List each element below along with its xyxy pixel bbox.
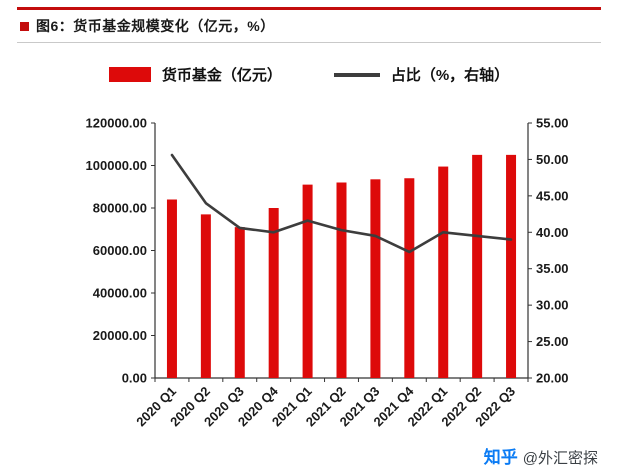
left-axis-label: 120000.00 <box>86 116 147 131</box>
bar <box>506 154 517 378</box>
chart-canvas: 120000.00 100000.00 80000.00 60000.00 40000.… <box>86 116 569 430</box>
bar <box>200 214 211 378</box>
left-axis-label: 100000.00 <box>86 158 147 173</box>
left-axis-label: 40000.00 <box>93 286 147 301</box>
bar <box>166 199 177 378</box>
header-divider <box>17 42 601 43</box>
bar <box>336 182 347 378</box>
right-axis-label: 55.00 <box>536 116 569 131</box>
figure-header: 图6：货币基金规模变化（亿元，%） <box>20 16 275 36</box>
bar <box>268 208 279 378</box>
right-axis-label: 20.00 <box>536 371 569 386</box>
zhihu-logo: 知乎 <box>483 448 518 467</box>
right-axis-label: 40.00 <box>536 225 569 240</box>
legend-bar-label: 货币基金（亿元） <box>161 67 282 84</box>
legend-item-line: 占比（%，右轴） <box>333 64 510 85</box>
title-bullet-icon <box>20 21 29 31</box>
bar <box>302 184 313 378</box>
bar <box>234 227 245 378</box>
left-axis-label: 20000.00 <box>93 328 147 343</box>
watermark-user: @外汇密探 <box>522 450 598 467</box>
chart-title: 图6：货币基金规模变化（亿元，%） <box>36 18 275 34</box>
legend-line-label: 占比（%，右轴） <box>390 67 510 84</box>
bar <box>438 166 449 378</box>
left-axis-label: 60000.00 <box>93 243 147 258</box>
right-axis-label: 45.00 <box>536 188 569 203</box>
left-axis-label: 0.00 <box>122 371 147 386</box>
right-axis-label: 50.00 <box>536 152 569 167</box>
chart-area: 120000.00 100000.00 80000.00 60000.00 40000.… <box>0 108 618 460</box>
line-swatch-icon <box>333 72 380 77</box>
bar <box>404 178 415 378</box>
top-red-rule <box>17 7 601 10</box>
watermark: 知乎 @外汇密探 <box>484 443 598 468</box>
left-axis-label: 80000.00 <box>93 201 147 216</box>
bar <box>370 179 381 378</box>
bar <box>472 154 483 378</box>
trend-line <box>170 153 513 254</box>
right-axis-label: 25.00 <box>536 334 569 349</box>
chart-legend: 货币基金（亿元） 占比（%，右轴） <box>0 64 618 85</box>
legend-item-bar: 货币基金（亿元） <box>108 64 282 85</box>
right-axis-label: 30.00 <box>536 298 569 313</box>
bar-swatch-icon <box>108 67 151 82</box>
right-axis-label: 35.00 <box>536 261 569 276</box>
